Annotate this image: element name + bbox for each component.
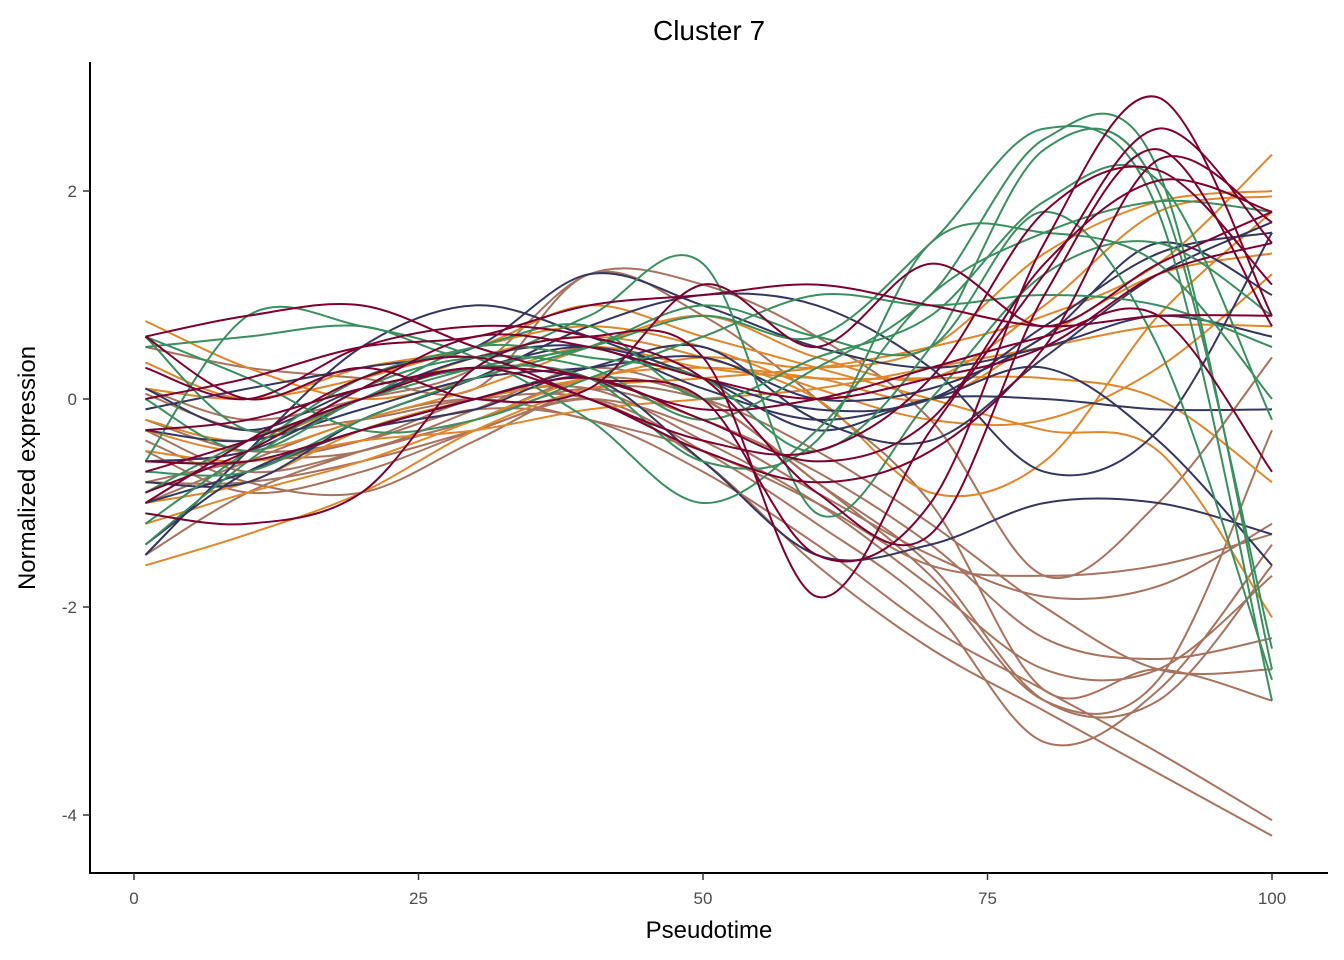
series-line-red-47 bbox=[145, 178, 1273, 465]
y-tick-label: 0 bbox=[68, 390, 77, 409]
series-line-brown-9 bbox=[145, 366, 1273, 715]
series-line-red-46 bbox=[145, 283, 1273, 400]
chart-title: Cluster 7 bbox=[653, 15, 765, 46]
series-line-red-45 bbox=[145, 307, 1273, 473]
y-ticks: -4 -2 0 2 bbox=[62, 182, 90, 825]
x-tick-label: 25 bbox=[409, 889, 428, 908]
series-line-green-37 bbox=[145, 210, 1273, 681]
series-line-brown-5 bbox=[145, 397, 1273, 600]
x-tick-label: 0 bbox=[129, 889, 138, 908]
y-tick-label: -2 bbox=[62, 598, 77, 617]
series-line-red-38 bbox=[145, 95, 1273, 563]
x-axis-title: Pseudotime bbox=[646, 917, 773, 944]
y-tick-label: 2 bbox=[68, 182, 77, 201]
x-tick-label: 100 bbox=[1258, 889, 1286, 908]
series-line-brown-3 bbox=[145, 270, 1273, 702]
series-line-orange-14 bbox=[145, 304, 1273, 618]
series-line-brown-6 bbox=[145, 397, 1273, 577]
series-line-green-36 bbox=[145, 293, 1273, 434]
series-line-brown-4 bbox=[144, 376, 1273, 719]
series-line-brown-0 bbox=[145, 392, 1273, 837]
series-line-green-34 bbox=[144, 222, 1273, 471]
x-tick-label: 75 bbox=[978, 889, 997, 908]
y-tick-label: -4 bbox=[62, 806, 77, 825]
x-ticks: 0 25 50 75 100 bbox=[129, 873, 1286, 908]
x-tick-label: 50 bbox=[694, 889, 713, 908]
series-line-red-42 bbox=[144, 210, 1273, 404]
series-line-red-39 bbox=[145, 127, 1273, 599]
series-line-red-41 bbox=[145, 155, 1273, 484]
series-line-brown-2 bbox=[145, 397, 1273, 747]
series-line-brown-7 bbox=[145, 387, 1273, 661]
series-line-navy-28 bbox=[145, 241, 1273, 443]
series-line-green-32 bbox=[144, 199, 1273, 505]
series-line-red-44 bbox=[144, 165, 1273, 504]
series-line-red-40 bbox=[145, 148, 1273, 547]
y-axis-title: Normalized expression bbox=[14, 346, 41, 590]
series-line-brown-11 bbox=[145, 385, 1273, 682]
series-lines bbox=[144, 95, 1273, 837]
series-line-brown-8 bbox=[145, 384, 1273, 675]
